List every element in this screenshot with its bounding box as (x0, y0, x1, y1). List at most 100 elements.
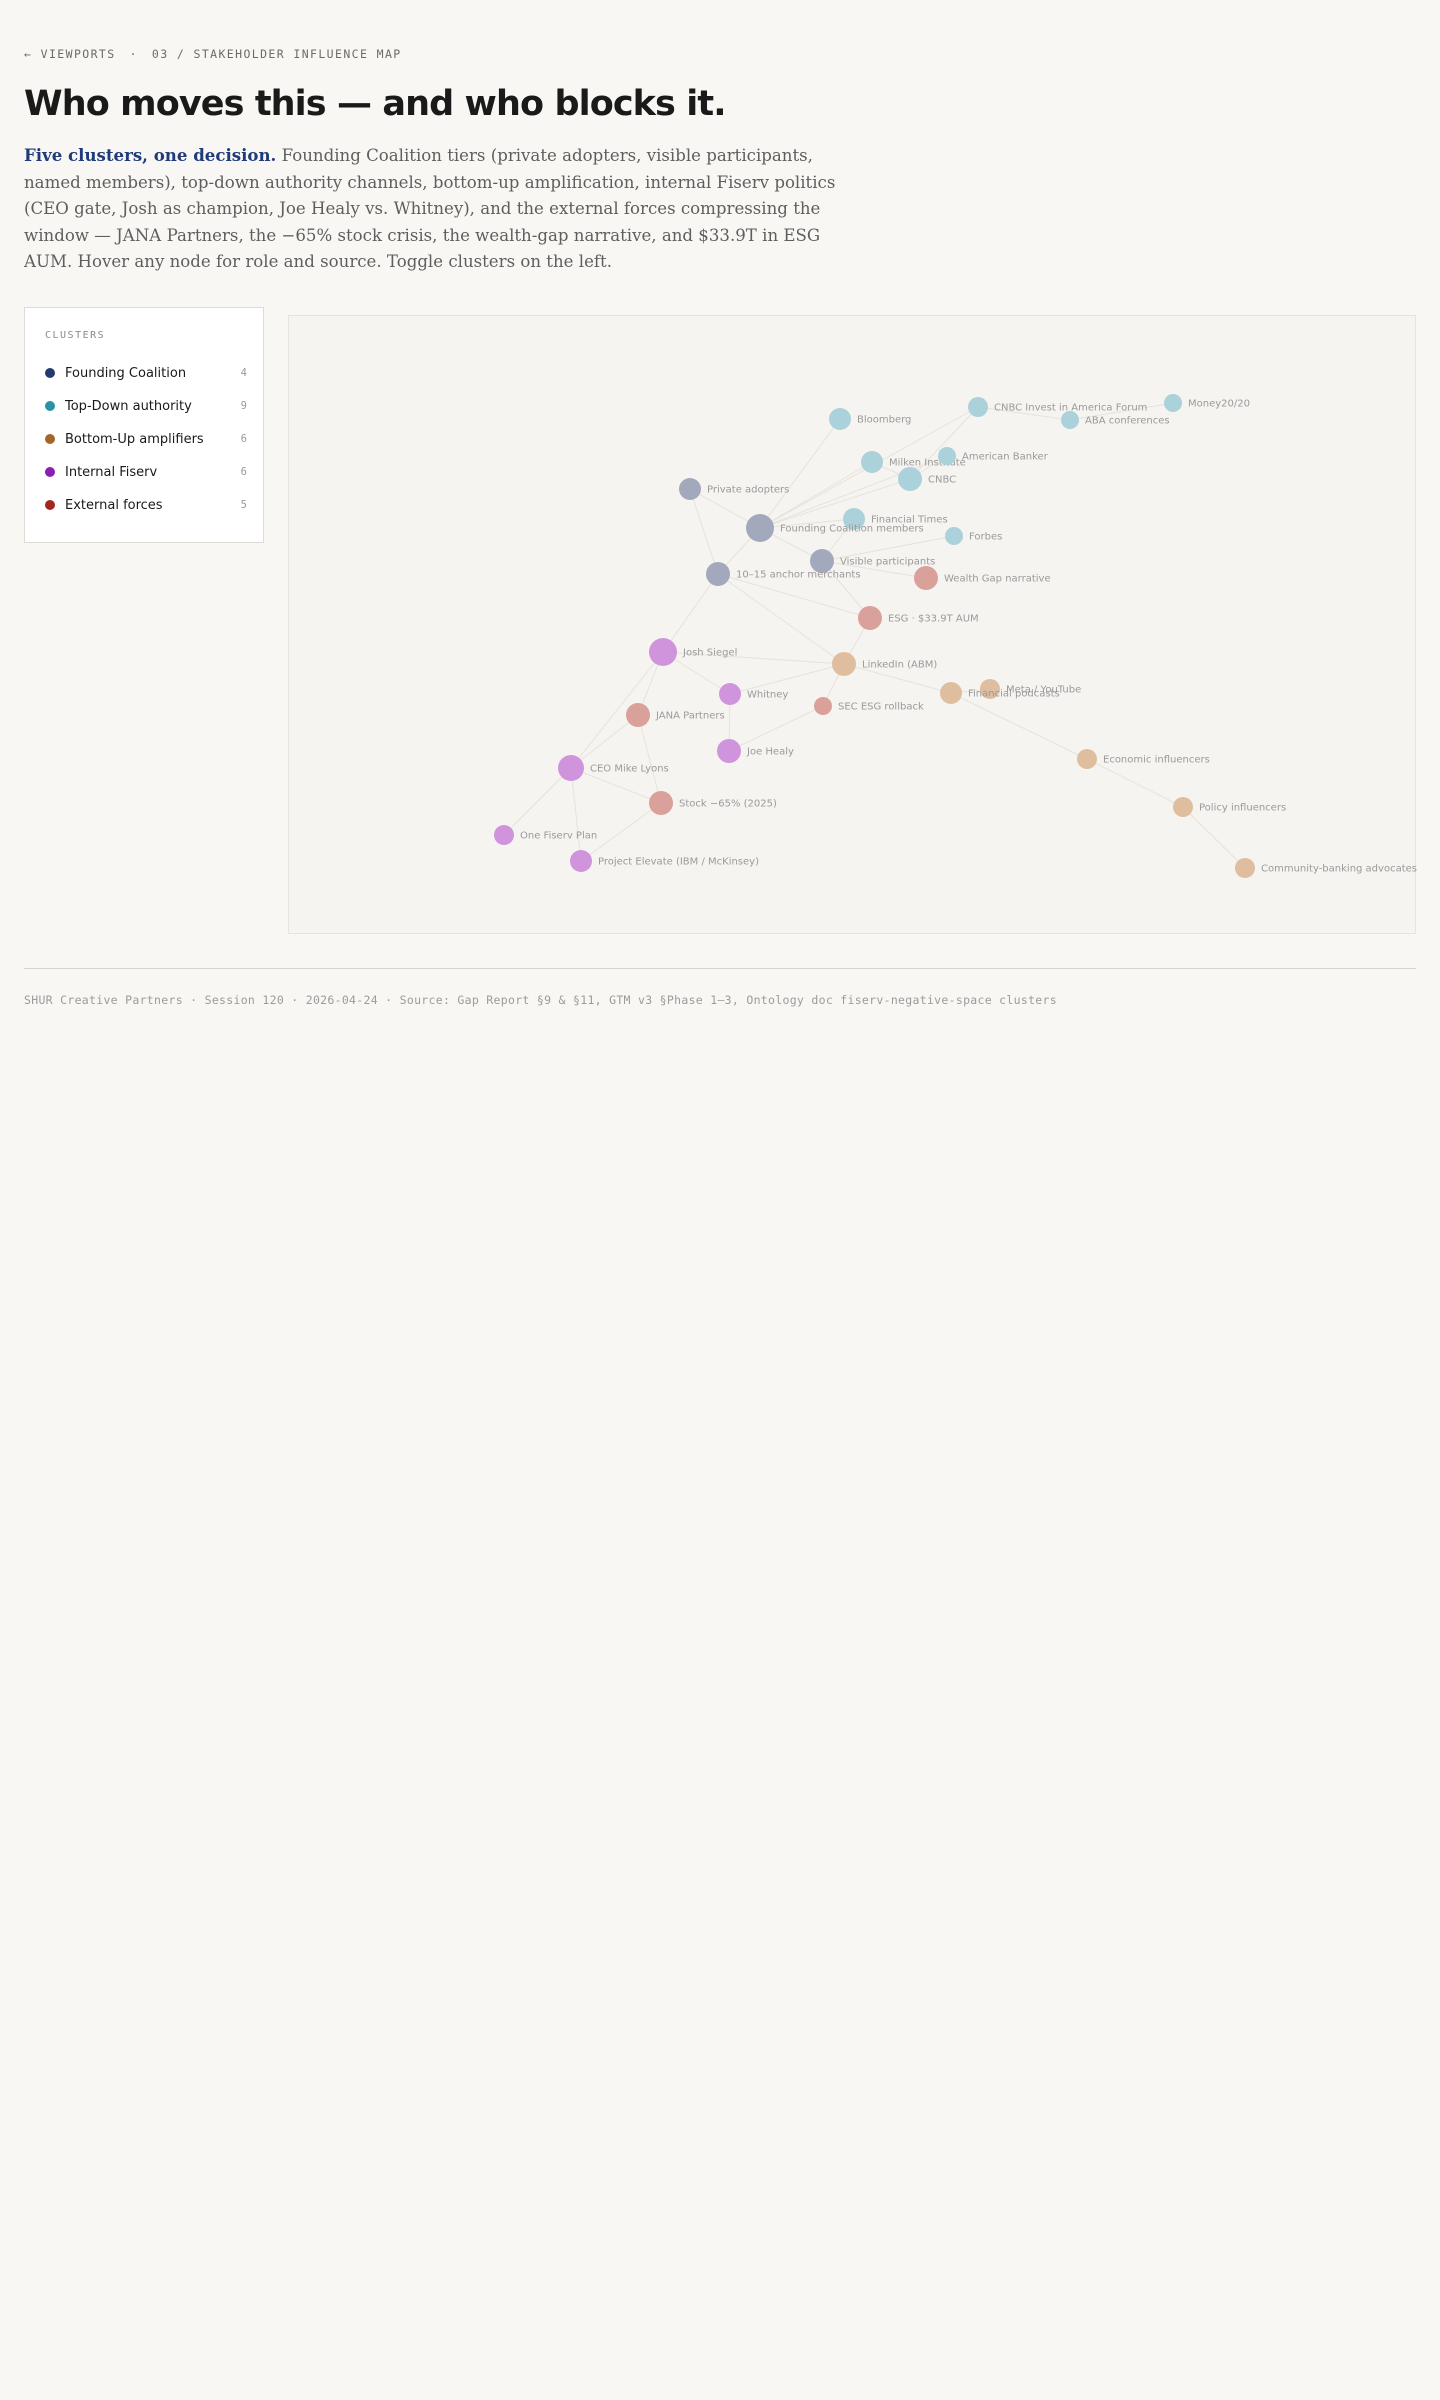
node-circle[interactable] (649, 791, 673, 815)
node-josh[interactable]: Josh Siegel (649, 638, 737, 666)
edge-josh-linkedin (662, 651, 845, 665)
node-circle[interactable] (558, 755, 584, 781)
node-circle[interactable] (914, 566, 938, 590)
node-stock[interactable]: Stock −65% (2025) (649, 791, 777, 815)
node-circle[interactable] (570, 850, 592, 872)
node-circle[interactable] (968, 397, 988, 417)
node-private-adopters[interactable]: Private adopters (679, 478, 789, 500)
edge-founding-members-milken (759, 461, 873, 529)
legend-toggle-external-forces[interactable]: External forces 5 (45, 494, 247, 516)
node-circle[interactable] (832, 652, 856, 676)
node-founding-members[interactable]: Founding Coalition members (746, 514, 924, 542)
node-aba[interactable]: ABA conferences (1061, 411, 1170, 429)
node-label: ABA conferences (1085, 416, 1170, 427)
node-circle[interactable] (814, 697, 832, 715)
node-circle[interactable] (626, 703, 650, 727)
node-circle[interactable] (1061, 411, 1079, 429)
node-circle[interactable] (1164, 394, 1182, 412)
influence-graph-panel: Bloomberg CNBC Invest in America Forum ABA… (288, 315, 1417, 934)
legend-label: Top-Down authority (65, 398, 192, 414)
node-wealth-gap[interactable]: Wealth Gap narrative (914, 566, 1051, 590)
edge-jana-ceo (570, 714, 639, 769)
node-label: SEC ESG rollback (838, 702, 924, 713)
node-joe[interactable]: Joe Healy (717, 739, 794, 763)
node-label: Wealth Gap narrative (944, 574, 1051, 585)
node-circle[interactable] (858, 606, 882, 630)
node-anchor[interactable]: 10–15 anchor merchants (706, 562, 861, 586)
edge-ceo-stock (570, 767, 662, 804)
node-label: CEO Mike Lyons (590, 764, 669, 775)
legend-toggle-founding-coalition[interactable]: Founding Coalition 4 (45, 362, 247, 384)
node-esg[interactable]: ESG · $33.9T AUM (858, 606, 979, 630)
node-one-fiserv[interactable]: One Fiserv Plan (494, 825, 597, 845)
node-cnbc[interactable]: CNBC (898, 467, 956, 491)
founding-coalition-swatch (45, 368, 55, 378)
node-circle[interactable] (1077, 749, 1097, 769)
node-label: CNBC Invest in America Forum (994, 403, 1147, 414)
node-circle[interactable] (829, 408, 851, 430)
node-meta[interactable]: Meta / YouTube (980, 679, 1081, 699)
node-circle[interactable] (945, 527, 963, 545)
node-label: One Fiserv Plan (520, 831, 597, 842)
node-circle[interactable] (719, 683, 741, 705)
node-bloomberg[interactable]: Bloomberg (829, 408, 911, 430)
node-circle[interactable] (494, 825, 514, 845)
node-circle[interactable] (980, 679, 1000, 699)
node-circle[interactable] (1235, 858, 1255, 878)
node-circle[interactable] (746, 514, 774, 542)
node-circle[interactable] (861, 451, 883, 473)
node-circle[interactable] (649, 638, 677, 666)
node-money2020[interactable]: Money20/20 (1164, 394, 1250, 412)
page-title: Who moves this — and who blocks it. (24, 84, 727, 124)
legend-count: 6 (240, 433, 247, 445)
node-circle[interactable] (679, 478, 701, 500)
node-circle[interactable] (938, 447, 956, 465)
node-milken[interactable]: Milken Institute (861, 451, 966, 473)
edge-linkedin-fin-podcasts (843, 663, 952, 694)
cluster-legend: CLUSTERS Founding Coalition 4 Top-Down a… (24, 307, 264, 543)
legend-count: 6 (240, 466, 247, 478)
node-circle[interactable] (706, 562, 730, 586)
node-circle[interactable] (717, 739, 741, 763)
node-circle[interactable] (898, 467, 922, 491)
node-label: Joe Healy (746, 747, 794, 758)
node-circle[interactable] (940, 682, 962, 704)
legend-label: Founding Coalition (65, 365, 187, 381)
node-circle[interactable] (843, 508, 865, 530)
node-whitney[interactable]: Whitney (719, 683, 788, 705)
node-econ-inf[interactable]: Economic influencers (1077, 749, 1210, 769)
graph-edges (503, 402, 1246, 869)
legend-label: External forces (65, 497, 163, 513)
node-forbes[interactable]: Forbes (945, 527, 1002, 545)
edge-founding-members-cnbc (759, 478, 911, 529)
node-label: Money20/20 (1188, 399, 1250, 410)
node-jana[interactable]: JANA Partners (626, 703, 725, 727)
edge-visible-wealth-gap (821, 560, 927, 579)
node-american-banker[interactable]: American Banker (938, 447, 1049, 465)
breadcrumb: ← VIEWPORTS · 03 / STAKEHOLDER INFLUENCE M… (24, 47, 402, 61)
node-policy-inf[interactable]: Policy influencers (1173, 797, 1286, 817)
node-elevate[interactable]: Project Elevate (IBM / McKinsey) (570, 850, 759, 872)
node-fin-podcasts[interactable]: Financial podcasts (940, 682, 1060, 704)
legend-toggle-internal-fiserv[interactable]: Internal Fiserv 6 (45, 461, 247, 483)
legend-toggle-bottom-up-amplifiers[interactable]: Bottom-Up amplifiers 6 (45, 428, 247, 450)
edge-aba-money2020 (1069, 402, 1174, 421)
edge-private-adopters-anchor (689, 488, 719, 575)
intro-lead: Five clusters, one decision. (24, 145, 277, 165)
node-cnbc-forum[interactable]: CNBC Invest in America Forum (968, 397, 1147, 417)
legend-toggle-top-down-authority[interactable]: Top-Down authority 9 (45, 395, 247, 417)
graph-nodes: Bloomberg CNBC Invest in America Forum ABA… (494, 394, 1417, 878)
node-ceo[interactable]: CEO Mike Lyons (558, 755, 669, 781)
node-label: JANA Partners (655, 711, 725, 722)
back-to-viewports-link[interactable]: ← VIEWPORTS (24, 47, 116, 61)
node-circle[interactable] (1173, 797, 1193, 817)
node-ft[interactable]: Financial Times (843, 508, 948, 530)
node-label: Project Elevate (IBM / McKinsey) (598, 857, 759, 868)
node-sec[interactable]: SEC ESG rollback (814, 697, 924, 715)
node-label: ESG · $33.9T AUM (888, 614, 979, 625)
node-circle[interactable] (810, 549, 834, 573)
bottom-up-amplifiers-swatch (45, 434, 55, 444)
node-community[interactable]: Community-banking advocates (1235, 858, 1417, 878)
node-visible[interactable]: Visible participants (810, 549, 935, 573)
node-linkedin[interactable]: LinkedIn (ABM) (832, 652, 937, 676)
